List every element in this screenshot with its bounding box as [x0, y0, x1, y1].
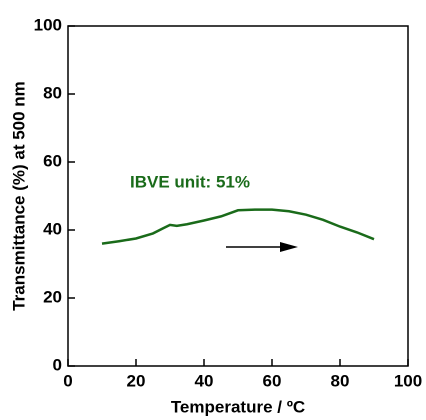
- y-tick-label: 0: [53, 355, 62, 374]
- y-tick-label: 40: [43, 219, 62, 238]
- y-tick-label: 60: [43, 151, 62, 170]
- y-tick-label: 20: [43, 287, 62, 306]
- x-tick-label: 20: [127, 371, 146, 390]
- plot-frame: [67, 25, 409, 367]
- x-tick-label: 80: [331, 371, 350, 390]
- x-tick-label: 40: [195, 371, 214, 390]
- x-tick-label: 0: [63, 371, 72, 390]
- x-axis-label: Temperature / ºC: [171, 397, 305, 416]
- annotation: IBVE unit: 51%: [130, 172, 250, 191]
- y-tick-label: 80: [43, 83, 62, 102]
- arrow-head: [280, 242, 298, 252]
- x-tick-label: 100: [394, 371, 422, 390]
- y-axis-label: Transmittance (%) at 500 nm: [9, 81, 28, 311]
- y-tick-label: 100: [34, 15, 62, 34]
- data-line: [101, 208, 375, 245]
- x-tick-label: 60: [263, 371, 282, 390]
